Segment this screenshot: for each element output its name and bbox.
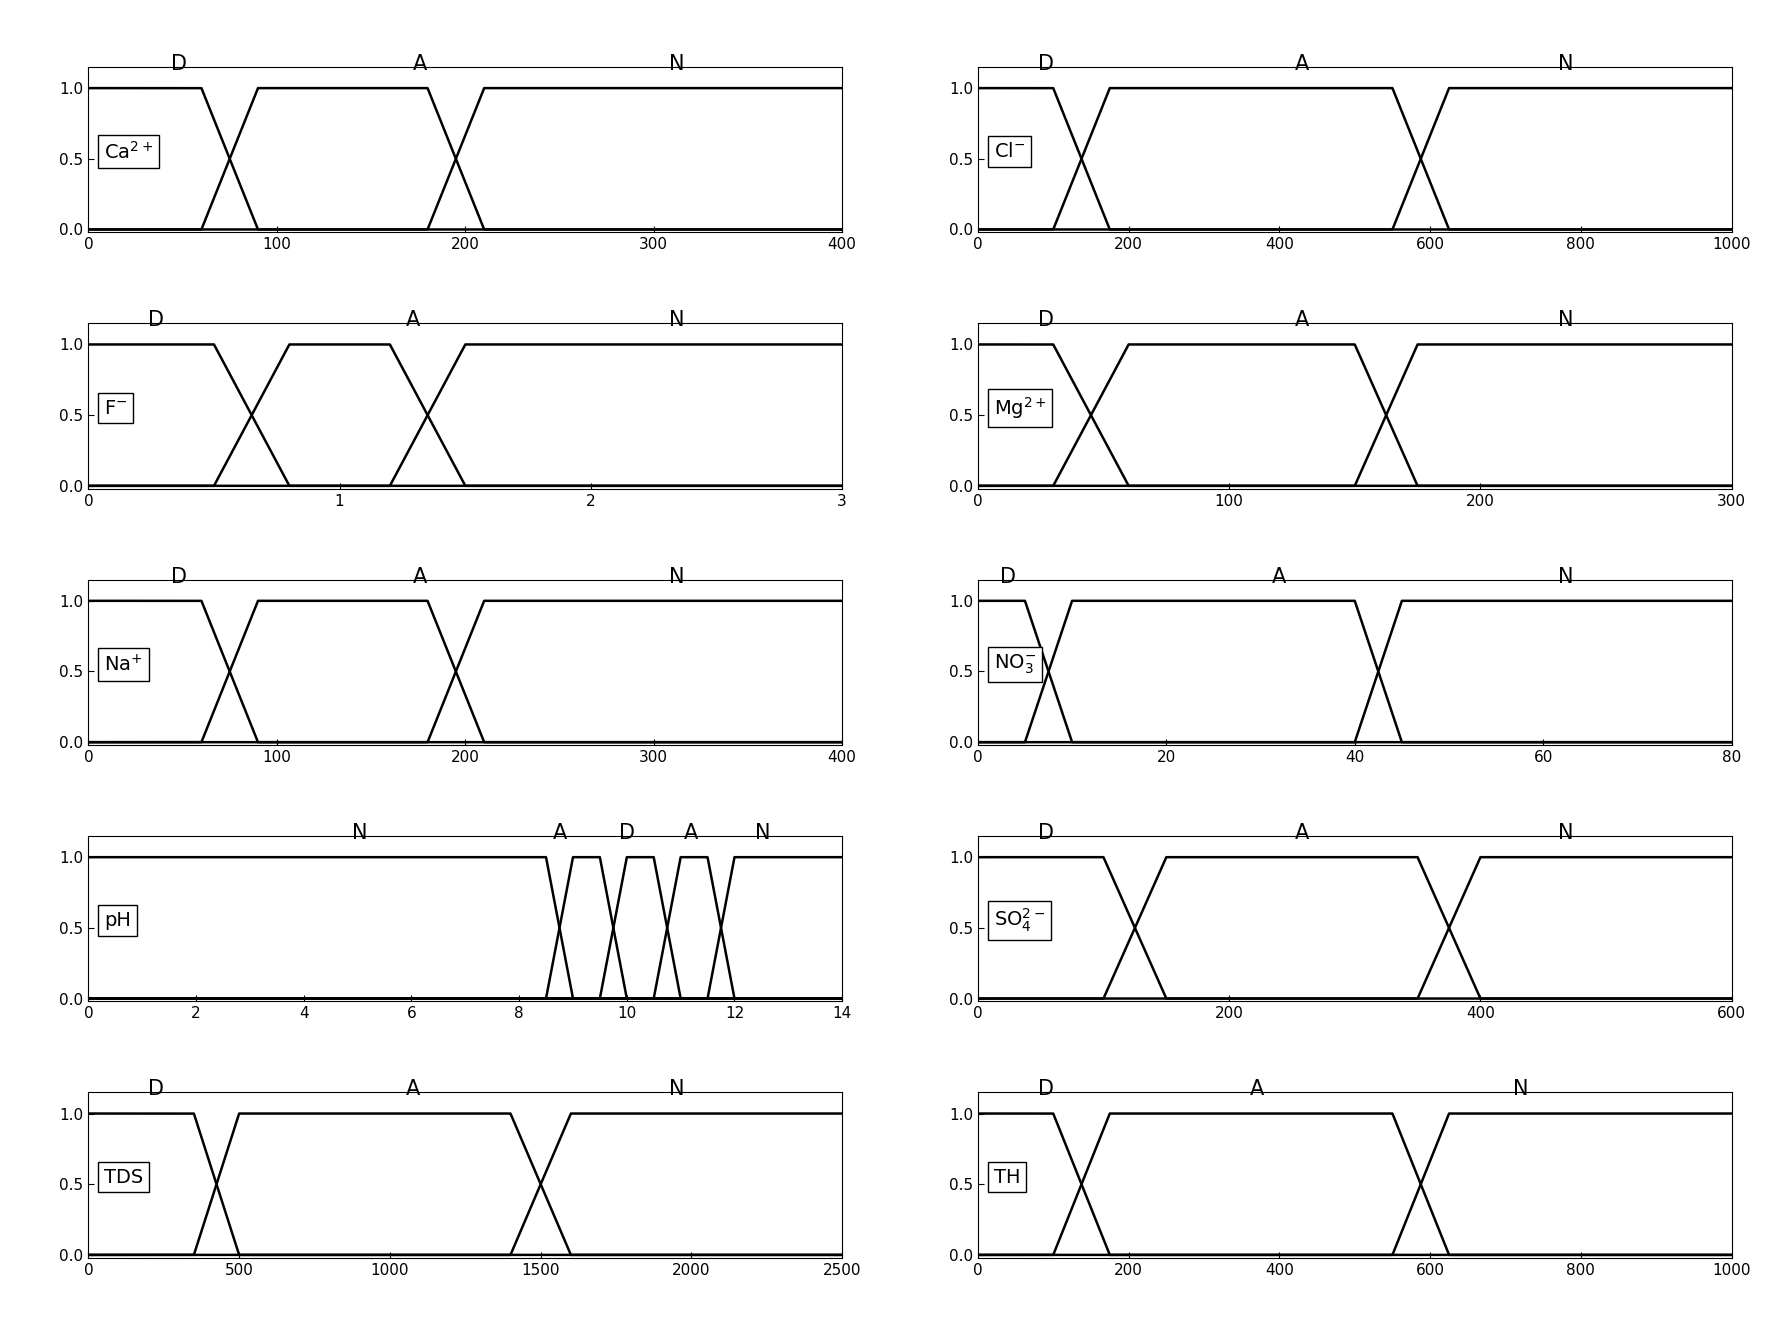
Text: N: N [1513,1080,1528,1100]
Text: D: D [1037,823,1053,843]
Text: N: N [1558,310,1574,330]
Text: N: N [352,823,368,843]
Text: D: D [1037,310,1053,330]
Text: N: N [1558,54,1574,74]
Text: N: N [668,567,684,586]
Text: D: D [1037,54,1053,74]
Text: N: N [1558,823,1574,843]
Text: D: D [1037,1080,1053,1100]
Text: TH: TH [993,1168,1020,1187]
Text: A: A [684,823,698,843]
Text: $\mathregular{F}^{−}$: $\mathregular{F}^{−}$ [104,399,127,417]
Text: A: A [553,823,567,843]
Text: N: N [1558,567,1574,586]
Text: D: D [1000,567,1016,586]
Text: A: A [1295,54,1309,74]
Text: D: D [148,1080,164,1100]
Text: $\mathregular{Na}^{+}$: $\mathregular{Na}^{+}$ [104,654,143,676]
Text: D: D [618,823,636,843]
Text: A: A [1272,567,1286,586]
Text: A: A [405,1080,419,1100]
Text: pH: pH [104,911,131,930]
Text: A: A [1295,823,1309,843]
Text: N: N [668,310,684,330]
Text: $\mathregular{SO}_{4}^{2−}$: $\mathregular{SO}_{4}^{2−}$ [993,907,1044,934]
Text: A: A [413,567,428,586]
Text: TDS: TDS [104,1168,143,1187]
Text: A: A [413,54,428,74]
Text: D: D [171,567,187,586]
Text: $\mathregular{Mg}^{2+}$: $\mathregular{Mg}^{2+}$ [993,395,1046,421]
Text: N: N [668,1080,684,1100]
Text: A: A [405,310,419,330]
Text: A: A [1295,310,1309,330]
Text: $\mathregular{NO}_{3}^{−}$: $\mathregular{NO}_{3}^{−}$ [993,653,1035,676]
Text: N: N [755,823,770,843]
Text: N: N [668,54,684,74]
Text: A: A [1249,1080,1263,1100]
Text: $\mathregular{Ca}^{2+}$: $\mathregular{Ca}^{2+}$ [104,140,154,163]
Text: D: D [148,310,164,330]
Text: D: D [171,54,187,74]
Text: $\mathregular{Cl}^{−}$: $\mathregular{Cl}^{−}$ [993,142,1025,161]
